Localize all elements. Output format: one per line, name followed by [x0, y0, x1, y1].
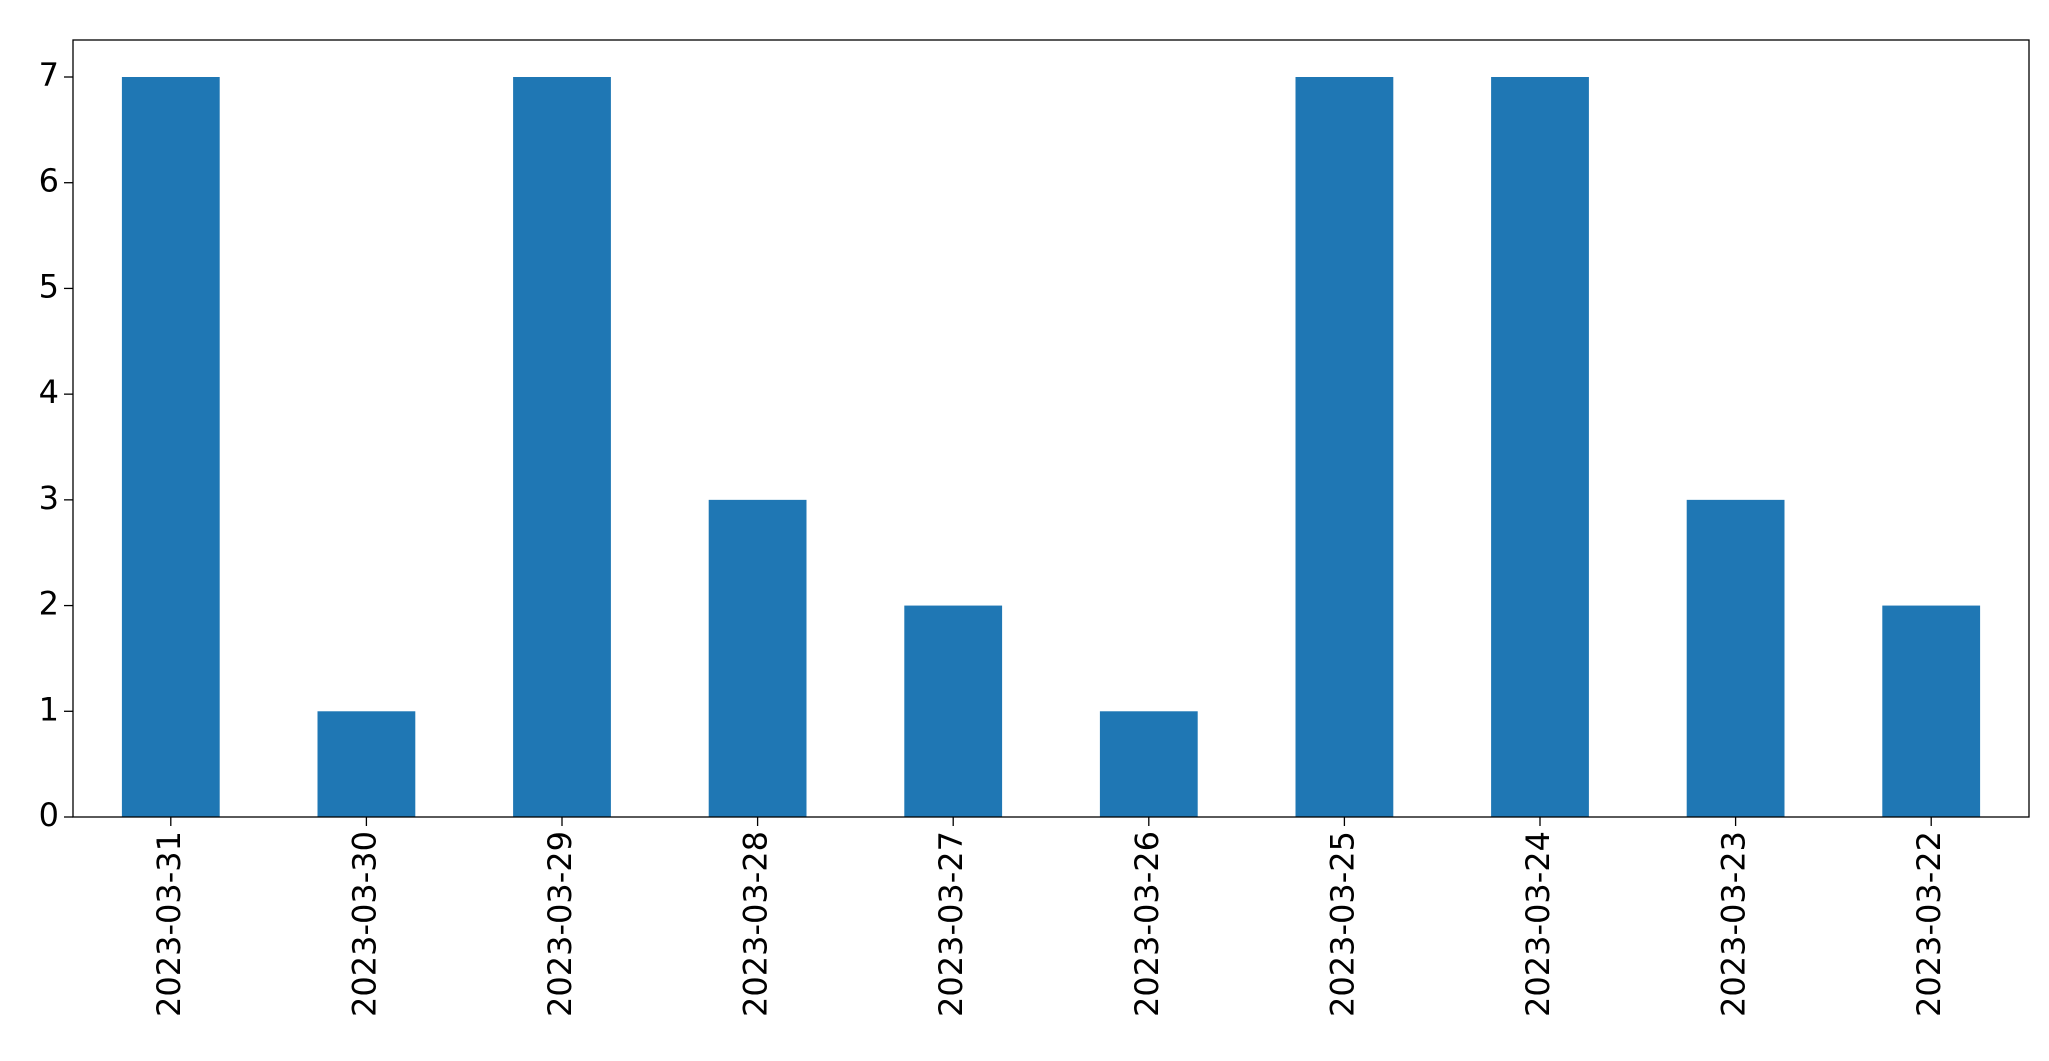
bar	[317, 711, 416, 817]
y-tick-label: 0	[39, 796, 59, 834]
bar	[121, 77, 220, 817]
y-tick-label: 1	[39, 690, 59, 728]
bar	[513, 77, 611, 817]
x-tick-label: 2023-03-30	[345, 831, 383, 1017]
x-tick-label: 2023-03-28	[737, 831, 775, 1017]
x-tick-label: 2023-03-25	[1323, 831, 1361, 1017]
bar	[1099, 711, 1198, 817]
bar	[1295, 77, 1394, 817]
y-tick-label: 7	[39, 56, 59, 94]
y-tick-label: 6	[39, 162, 59, 200]
y-tick-label: 2	[39, 585, 59, 623]
bar	[1686, 499, 1785, 817]
x-tick-label: 2023-03-26	[1128, 831, 1166, 1017]
x-tick-label: 2023-03-24	[1519, 831, 1557, 1017]
x-tick-label: 2023-03-23	[1715, 831, 1753, 1017]
x-tick-label: 2023-03-29	[541, 831, 579, 1017]
plot-frame	[72, 39, 2030, 818]
bar	[708, 499, 807, 817]
x-tick-label: 2023-03-22	[1910, 831, 1948, 1017]
y-tick-label: 4	[39, 373, 59, 411]
bar	[1491, 77, 1589, 817]
bar	[904, 605, 1003, 817]
bar	[1882, 605, 1981, 817]
x-tick-label: 2023-03-31	[150, 831, 188, 1017]
y-tick-label: 5	[39, 267, 59, 305]
x-tick-label: 2023-03-27	[932, 831, 970, 1017]
y-tick-label: 3	[39, 479, 59, 517]
